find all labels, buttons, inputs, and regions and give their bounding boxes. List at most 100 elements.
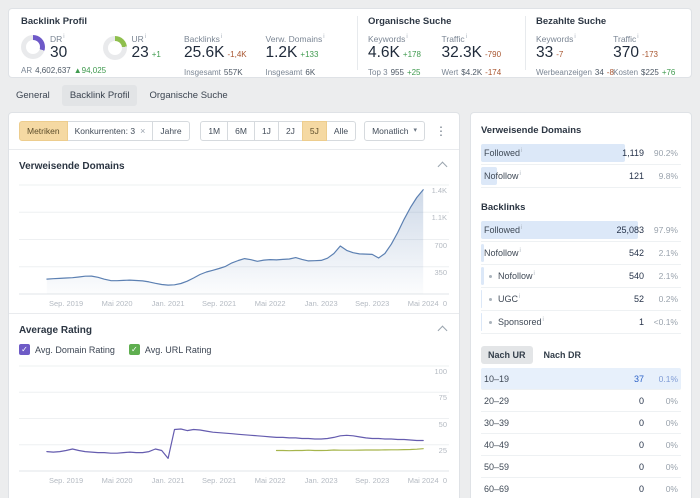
range-5j[interactable]: 5J [302,121,327,141]
metric-backlinks[interactable]: Backlinks25.6K-1,4KInsgesamt557K [184,31,262,77]
range-controls: 1M6M1J2J5JAlle Monatlich ▾ ⋮ [200,121,449,141]
row-value: 52 [634,294,644,304]
metric-keywords[interactable]: Keywords4.6K+178Top 3955+25 [368,31,438,77]
donut-gauge-icon [103,36,127,60]
row-value: 1,119 [622,148,644,158]
checkbox-icon: ✓ [19,344,30,355]
granularity-dropdown[interactable]: Monatlich ▾ [364,121,425,141]
sub-bullet-icon [489,298,492,301]
close-icon[interactable]: × [140,126,145,136]
row-percent: 0% [644,484,678,494]
metric-ur[interactable]: UR23+1 [103,31,181,77]
date-range-buttons: 1M6M1J2J5JAlle [200,121,356,141]
dist-tab-nach-dr[interactable]: Nach DR [537,346,589,364]
range-6m[interactable]: 6M [227,121,255,141]
row-percent: 0% [644,418,678,428]
row-percent: 90.2% [644,148,678,158]
tab-general[interactable]: General [8,85,58,106]
filter-jahre[interactable]: Jahre [152,121,189,141]
granularity-label: Monatlich [372,126,408,136]
tab-organische-suche[interactable]: Organische Suche [141,85,235,106]
row-label: 40–49 [484,440,639,450]
row-label: Nofollow [484,271,629,281]
backlinks-table: Followed25,08397.9%Nofollow5422.1%Nofoll… [481,219,681,334]
verweisende-domains-header: Verweisende Domains [19,158,449,174]
range-1m[interactable]: 1M [200,121,228,141]
header-section-backlink-profil: Backlink ProfilDR30AR4,602,637▲94,025UR2… [19,16,357,70]
metric-value: 30 [50,44,67,62]
header-section-bezahlte-suche: Bezahlte SucheKeywords33-7Werbeanzeigen3… [525,16,700,70]
row-percent: 0.1% [644,374,678,384]
row-label: Followed [484,148,622,158]
metric-dr[interactable]: DR30 AR4,602,637▲94,025 [21,31,99,77]
metric-label: Keywords [536,32,576,44]
refdomain-nofollow[interactable]: Nofollow1219.8% [481,165,681,188]
backlinks-heading: Backlinks [481,202,681,213]
range-1j[interactable]: 1J [254,121,279,141]
legend-label: Avg. URL Rating [145,345,212,355]
backlink-nofollow[interactable]: Nofollow5422.1% [481,242,681,265]
row-value: 540 [629,271,644,281]
x-axis-label: Sep. 2023 [355,299,389,308]
verweisende-domains-chart[interactable]: 1.4K1.1K700350 [19,180,449,296]
metric-subline: AR4,602,637▲94,025 [21,66,99,75]
backlink-ugc[interactable]: UGC520.2% [481,288,681,311]
dist-tab-nach-ur[interactable]: Nach UR [481,346,533,364]
x-axis-label: Mai 2024 [408,299,439,308]
metric-traffic[interactable]: Traffic370-173Kosten$225+76 [613,31,686,77]
row-label: 10–19 [484,374,634,384]
refdomain-followed[interactable]: Followed1,11990.2% [481,142,681,165]
filter-pills: Metriken Konkurrenten: 3 × Jahre [19,121,190,141]
row-value: 37 [634,374,644,384]
dist-60-69[interactable]: 60–6900% [481,478,681,498]
backlink-sponsored[interactable]: Sponsored1<0.1% [481,311,681,334]
filter-label: Konkurrenten: 3 [75,126,135,136]
charts-panel: Metriken Konkurrenten: 3 × Jahre 1M6M1J2J5J… [8,112,460,498]
metric-keywords[interactable]: Keywords33-7Werbeanzeigen34-8 [536,31,609,77]
backlink-followed[interactable]: Followed25,08397.9% [481,219,681,242]
chevron-up-icon[interactable] [438,325,448,335]
row-percent: 0.2% [644,294,678,304]
tab-backlink-profil[interactable]: Backlink Profil [62,85,138,106]
legend-avg-url-rating[interactable]: ✓Avg. URL Rating [129,344,212,355]
row-value: 121 [629,171,644,181]
metric-subline: Insgesamt6K [266,68,344,77]
dist-50-59[interactable]: 50–5900% [481,456,681,478]
section-title: Backlink Profil [21,16,347,27]
average-rating-chart[interactable]: 100755025 [19,361,449,473]
legend-label: Avg. Domain Rating [35,345,115,355]
sub-bullet-icon [489,321,492,324]
section-title: Bezahlte Suche [536,16,690,27]
x-axis-label: Sep. 2019 [49,299,83,308]
row-label: Nofollow [484,248,629,258]
range-2j[interactable]: 2J [278,121,303,141]
y-axis-label: 25 [439,446,447,455]
metric-traffic[interactable]: Traffic32.3K-790Wert$4.2K-174 [442,31,512,77]
metric-label: Backlinks [184,32,247,44]
metric-delta: -173 [642,46,658,64]
metric-delta: -7 [556,46,563,64]
legend-avg-domain-rating[interactable]: ✓ Avg. Domain Rating [19,344,115,355]
dist-10-19[interactable]: 10–19370.1% [481,368,681,390]
metric-value: 25.6K [184,44,225,62]
backlink-nofollow[interactable]: Nofollow5402.1% [481,265,681,288]
chevron-up-icon[interactable] [438,161,448,171]
metric-delta: +133 [300,46,318,64]
row-percent: 97.9% [644,225,678,235]
x-axis-label: Mai 2024 [408,476,439,485]
x-axis-label: Jan. 2021 [152,476,185,485]
dist-20-29[interactable]: 20–2900% [481,390,681,412]
filter-konkurrenten-3[interactable]: Konkurrenten: 3 × [67,121,154,141]
x-axis-label: Jan. 2023 [305,476,338,485]
dist-30-39[interactable]: 30–3900% [481,412,681,434]
row-percent: 0% [644,440,678,450]
y-axis-zero-label: 0 [443,476,447,485]
row-label: Followed [484,225,616,235]
row-percent: 2.1% [644,271,678,281]
kebab-menu-icon[interactable]: ⋮ [433,125,449,137]
filter-metriken[interactable]: Metriken [19,121,68,141]
metric-verw-domains[interactable]: Verw. Domains1.2K+133Insgesamt6K [266,31,344,77]
range-alle[interactable]: Alle [326,121,356,141]
metric-label: DR [50,32,67,44]
dist-40-49[interactable]: 40–4900% [481,434,681,456]
